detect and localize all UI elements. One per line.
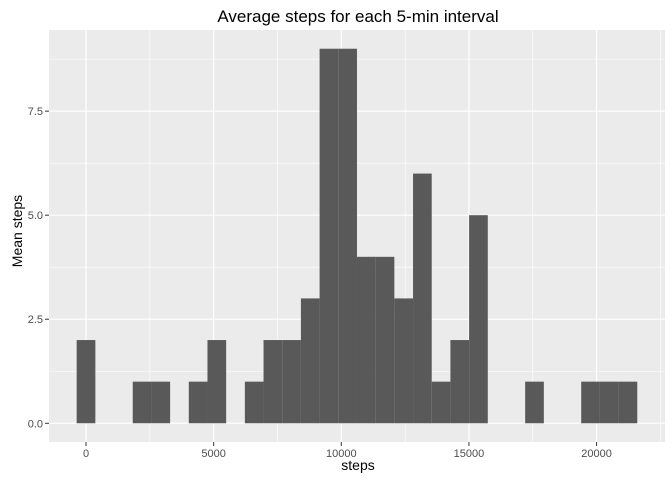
histogram-bar — [599, 381, 619, 424]
x-axis: 0 5000 10000 15000 20000 — [83, 442, 612, 460]
histogram-bars — [76, 48, 638, 424]
histogram-bar — [469, 215, 488, 424]
histogram-bar — [581, 381, 600, 424]
y-tick-label: 7.5 — [28, 106, 43, 118]
histogram-bar — [338, 48, 357, 424]
x-tick-label: 0 — [83, 448, 89, 460]
histogram-bar — [76, 340, 96, 424]
histogram-bar — [394, 298, 414, 424]
y-tick-label: 0.0 — [28, 418, 43, 430]
chart-title: Average steps for each 5-min interval — [217, 7, 498, 26]
y-tick-label: 2.5 — [28, 314, 43, 326]
histogram-bar — [244, 381, 264, 424]
x-axis-label: steps — [341, 457, 374, 473]
x-tick-label: 15000 — [454, 448, 485, 460]
x-tick-label: 5000 — [201, 448, 225, 460]
histogram-bar — [525, 381, 544, 424]
x-tick-label: 20000 — [581, 448, 612, 460]
histogram-bar — [431, 381, 451, 424]
histogram-bar — [618, 381, 638, 424]
histogram-bar — [151, 381, 171, 424]
y-axis: 0.0 2.5 5.0 7.5 — [28, 106, 49, 430]
histogram-bar — [132, 381, 152, 424]
histogram-bar — [319, 48, 339, 424]
histogram-bar — [450, 340, 470, 424]
y-tick-label: 5.0 — [28, 210, 43, 222]
y-axis-label: Mean steps — [9, 195, 25, 267]
histogram-bar — [300, 298, 320, 424]
histogram-bar — [375, 256, 395, 424]
histogram-bar — [188, 381, 208, 424]
histogram-bar — [282, 340, 301, 424]
histogram-bar — [263, 340, 283, 424]
histogram-bar — [207, 340, 227, 424]
histogram-bar — [356, 256, 376, 424]
x-tick-label: 10000 — [326, 448, 357, 460]
histogram-bar — [413, 173, 432, 424]
